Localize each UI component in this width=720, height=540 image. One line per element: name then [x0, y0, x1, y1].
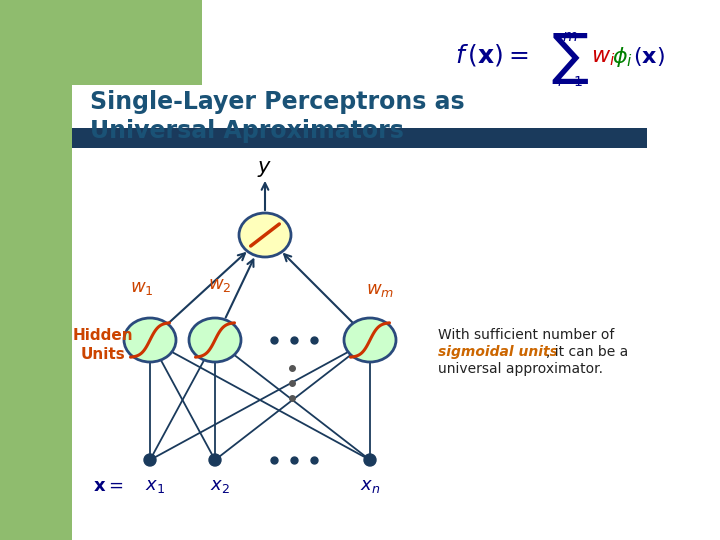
Text: $x_n$: $x_n$: [360, 477, 380, 495]
FancyBboxPatch shape: [72, 128, 647, 148]
Text: With sufficient number of: With sufficient number of: [438, 328, 614, 342]
Text: , it can be a: , it can be a: [546, 345, 629, 359]
Text: $\sum$: $\sum$: [551, 30, 589, 85]
Circle shape: [209, 454, 221, 466]
Text: $y$: $y$: [258, 159, 273, 179]
Ellipse shape: [124, 318, 176, 362]
FancyBboxPatch shape: [72, 0, 202, 85]
Text: $w_m$: $w_m$: [366, 281, 394, 299]
Text: $i\!=\!1$: $i\!=\!1$: [557, 73, 583, 89]
Ellipse shape: [239, 213, 291, 257]
Text: $x_2$: $x_2$: [210, 477, 230, 495]
Text: $(\mathbf{x})$: $(\mathbf{x})$: [633, 45, 665, 69]
FancyBboxPatch shape: [0, 0, 72, 540]
Text: Hidden
Units: Hidden Units: [73, 328, 133, 362]
Text: $w_i$: $w_i$: [591, 46, 616, 68]
Text: sigmoidal units: sigmoidal units: [438, 345, 558, 359]
Circle shape: [144, 454, 156, 466]
Text: universal approximator.: universal approximator.: [438, 362, 603, 376]
Text: $x_1$: $x_1$: [145, 477, 165, 495]
Text: $\phi_i$: $\phi_i$: [612, 45, 633, 69]
Text: $w_1$: $w_1$: [130, 279, 154, 297]
Text: $f\,(\mathbf{x}) = $: $f\,(\mathbf{x}) = $: [455, 42, 528, 68]
Ellipse shape: [344, 318, 396, 362]
FancyBboxPatch shape: [72, 0, 720, 540]
Text: $m$: $m$: [562, 30, 578, 44]
Text: $\mathbf{x} =$: $\mathbf{x} =$: [93, 477, 123, 495]
Ellipse shape: [189, 318, 241, 362]
Text: $w_2$: $w_2$: [208, 276, 232, 294]
Circle shape: [364, 454, 376, 466]
Text: Single-Layer Perceptrons as
Universal Aproximators: Single-Layer Perceptrons as Universal Ap…: [90, 90, 464, 143]
